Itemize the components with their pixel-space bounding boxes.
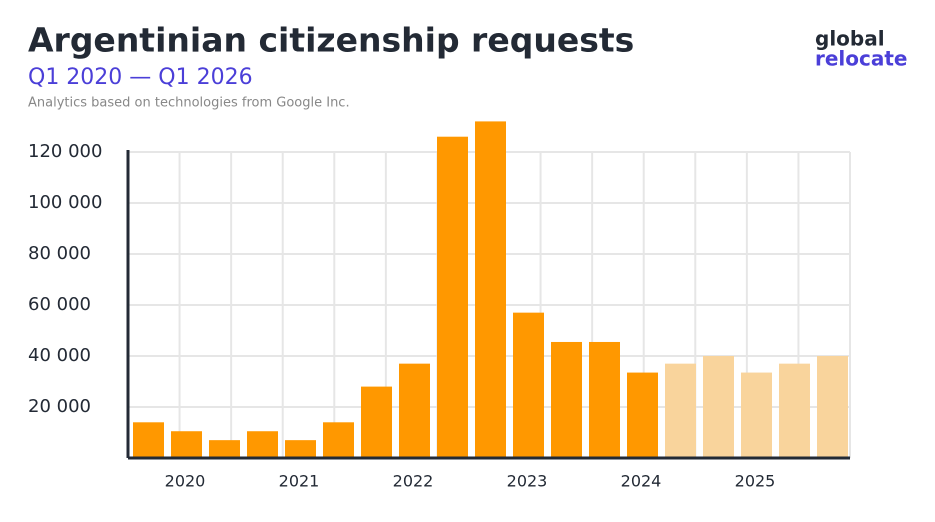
bar bbox=[741, 372, 772, 458]
bar bbox=[779, 363, 810, 458]
y-tick-label: 120 000 bbox=[28, 141, 102, 162]
x-tick-label: 2025 bbox=[735, 472, 776, 491]
bar bbox=[475, 121, 506, 459]
bar bbox=[817, 356, 848, 458]
source-note: Analytics based on technologies from Goo… bbox=[28, 96, 350, 111]
chart-subtitle: Q1 2020 — Q1 2026 bbox=[28, 65, 253, 90]
bar bbox=[171, 431, 202, 458]
y-tick-label: 100 000 bbox=[28, 192, 102, 213]
x-tick-label: 2020 bbox=[165, 472, 206, 491]
bar bbox=[209, 440, 240, 458]
y-tick-label: 60 000 bbox=[28, 294, 91, 315]
chart-title: Argentinian citizenship requests bbox=[28, 21, 634, 60]
y-tick-label: 40 000 bbox=[28, 345, 91, 366]
bar bbox=[589, 341, 620, 458]
x-tick-label: 2024 bbox=[621, 472, 662, 491]
bar bbox=[703, 356, 734, 458]
logo-relocate: relocate bbox=[815, 47, 908, 71]
logo-global: global bbox=[815, 27, 885, 51]
bar bbox=[665, 363, 696, 458]
bar bbox=[247, 431, 278, 458]
bar bbox=[323, 422, 354, 458]
bar bbox=[551, 341, 582, 458]
x-tick-label: 2021 bbox=[279, 472, 320, 491]
bar bbox=[285, 440, 316, 458]
bar bbox=[399, 363, 430, 458]
y-tick-label: 80 000 bbox=[28, 243, 91, 264]
bar bbox=[513, 312, 544, 458]
y-tick-label: 20 000 bbox=[28, 396, 91, 417]
bar bbox=[133, 422, 164, 458]
bar bbox=[437, 136, 468, 458]
bar bbox=[361, 386, 392, 458]
x-tick-label: 2023 bbox=[507, 472, 548, 491]
bar bbox=[627, 372, 658, 458]
x-tick-label: 2022 bbox=[393, 472, 434, 491]
